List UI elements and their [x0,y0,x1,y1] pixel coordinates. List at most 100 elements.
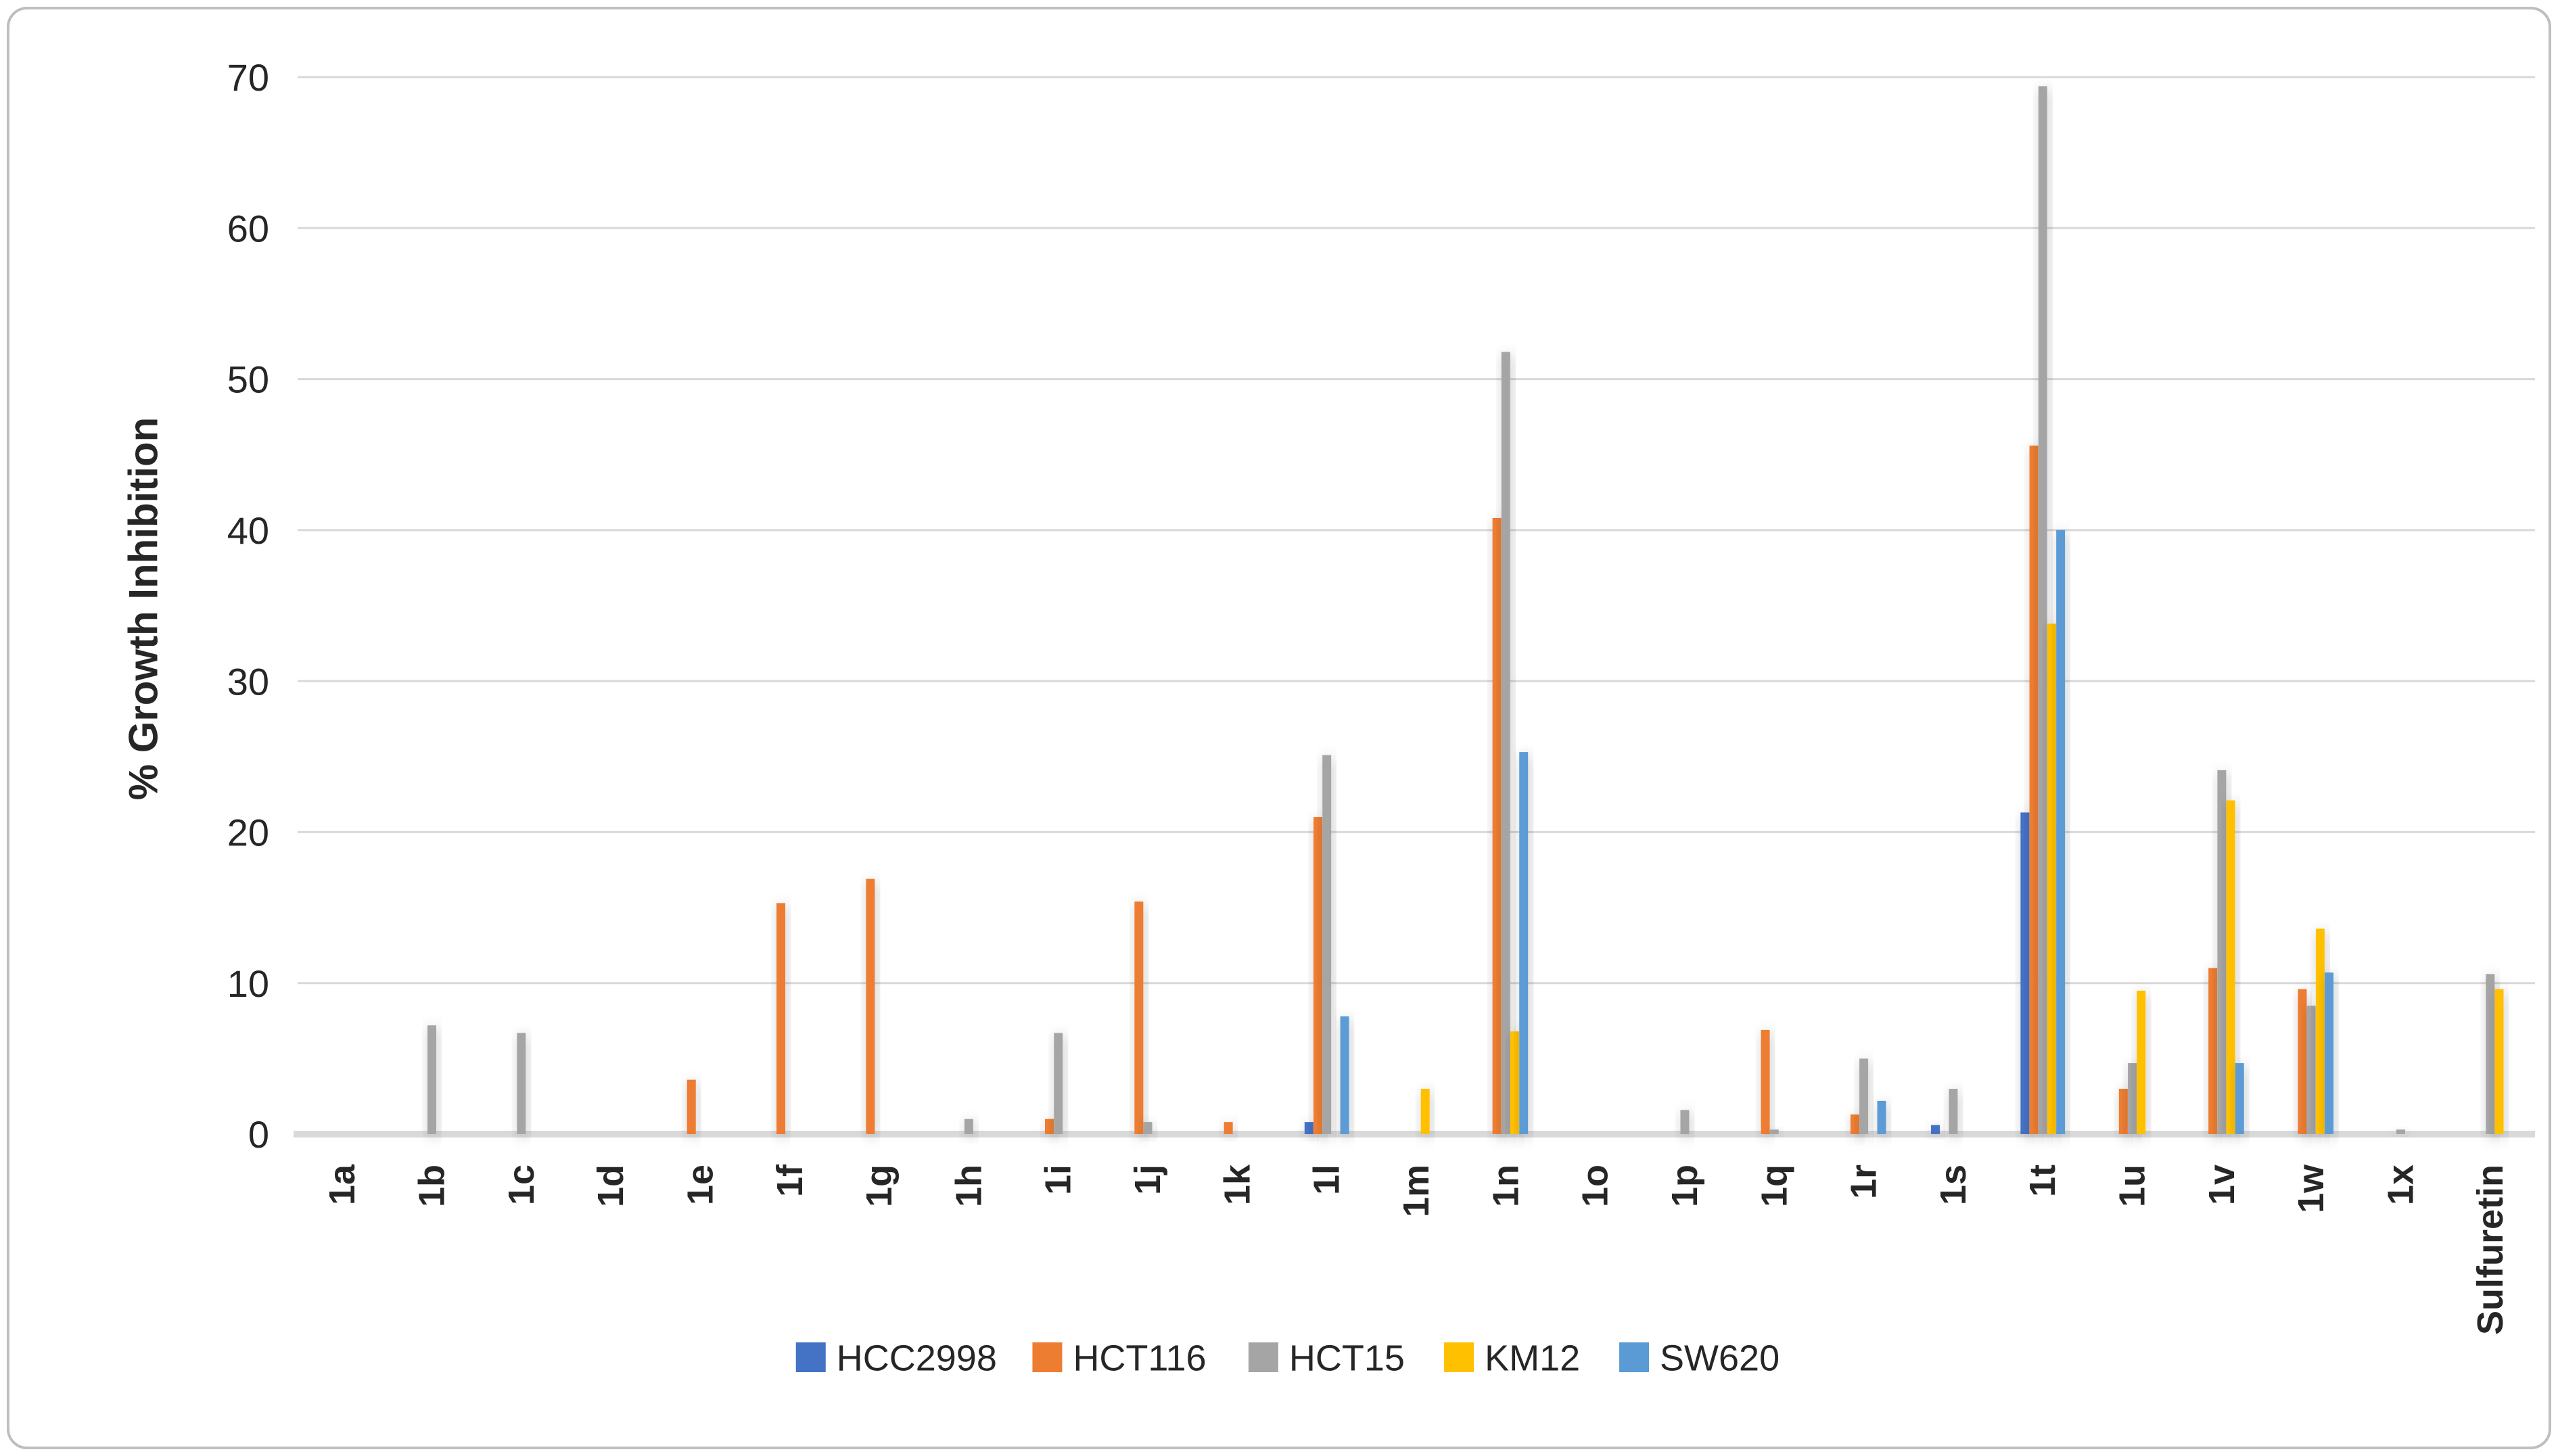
bar-Sulfuretin-KM12 [2494,989,2504,1134]
bar-1t-HCT15 [2038,86,2047,1135]
bar-1n-HCT116 [1492,517,1502,1134]
x-category-label-1a: 1a [322,1164,363,1205]
bar-group-1j [1134,901,1153,1134]
bar-1w-HCT116 [2298,989,2307,1134]
bar-1w-KM12 [2315,929,2325,1134]
bar-Sulfuretin-HCT15 [2486,974,2495,1134]
x-category-label-1b: 1b [411,1165,452,1207]
x-category-label-1c: 1c [501,1165,542,1205]
bar-group-1k [1224,1122,1233,1134]
chart-border [7,7,2551,1449]
bar-group-1b [427,1025,436,1134]
x-category-label-1w: 1w [2291,1164,2331,1213]
bar-1v-HCT116 [2208,968,2218,1134]
x-category-label-1j: 1j [1127,1165,1168,1195]
x-category-label-1u: 1u [2112,1165,2153,1207]
x-category-label-1s: 1s [1933,1165,1974,1205]
bar-group-1n [1492,352,1529,1134]
bar-1n-KM12 [1510,1031,1520,1134]
legend-label-HCT116: HCT116 [1073,1338,1206,1378]
bar-1u-HCT116 [2118,1089,2128,1134]
y-tick-label-70: 70 [227,56,269,99]
legend-swatch-SW620 [1619,1342,1650,1372]
bar-1t-SW620 [2056,530,2066,1134]
bar-1t-HCT116 [2029,445,2039,1134]
bar-group-1f [776,903,786,1134]
bar-1j-HCT15 [1143,1122,1153,1134]
bar-group-1u [2118,990,2146,1134]
bar-group-1q [1761,1029,1779,1134]
bar-1l-HCT116 [1313,817,1322,1134]
bar-group-1l [1304,755,1349,1134]
bar-group-1v [2208,770,2244,1134]
x-category-label-1t: 1t [2022,1165,2063,1197]
bar-1t-HCC2998 [2020,812,2030,1134]
y-tick-label-50: 50 [227,358,269,401]
bar-group-1r [1850,1058,1886,1134]
bar-1j-HCT116 [1134,901,1144,1134]
bar-1n-SW620 [1519,752,1529,1134]
bar-group-1m [1420,1089,1430,1134]
x-category-label-1v: 1v [2202,1165,2242,1205]
bar-1b-HCT15 [427,1025,436,1134]
y-tick-label-60: 60 [227,207,269,250]
bar-1n-HCT15 [1501,352,1510,1134]
legend-label-SW620: SW620 [1660,1338,1780,1378]
bar-group-1c [517,1033,526,1134]
bar-1v-HCT15 [2217,770,2227,1134]
bar-group-Sulfuretin [2486,974,2504,1134]
x-category-label-1i: 1i [1038,1165,1079,1195]
legend-swatch-HCT15 [1248,1342,1278,1372]
legend-label-HCT15: HCT15 [1289,1338,1405,1378]
bar-1q-HCT116 [1761,1029,1770,1134]
y-tick-label-10: 10 [227,962,269,1005]
x-category-label-1l: 1l [1307,1165,1347,1195]
bar-group-1w [2298,929,2334,1134]
legend-swatch-HCT116 [1032,1342,1063,1372]
bar-1r-HCT116 [1850,1114,1859,1134]
y-tick-label-20: 20 [227,812,269,854]
legend: HCC2998 HCT116 HCT15 KM12 SW620 [795,1338,1780,1378]
x-category-label-1f: 1f [770,1164,810,1197]
x-category-label-1n: 1n [1485,1165,1526,1207]
y-tick-label-40: 40 [227,509,269,552]
bar-group-1e [687,1079,696,1134]
bar-1x-HCT15 [2396,1129,2406,1134]
x-category-label-1o: 1o [1575,1165,1616,1207]
x-category-label-1e: 1e [680,1165,720,1205]
x-category-label-1r: 1r [1844,1165,1884,1199]
x-category-label-1d: 1d [590,1165,631,1207]
legend-label-KM12: KM12 [1485,1338,1580,1378]
bar-1t-KM12 [2047,624,2056,1134]
bar-1i-HCT15 [1054,1033,1063,1134]
bar-group-1p [1680,1110,1690,1134]
x-category-label-1q: 1q [1754,1165,1794,1207]
x-category-label-1g: 1g [859,1165,900,1207]
x-category-label-Sulfuretin: Sulfuretin [2470,1165,2511,1335]
bar-1i-HCT116 [1045,1119,1054,1134]
bar-1q-HCT15 [1769,1129,1779,1134]
bar-1f-HCT116 [776,903,786,1134]
bar-1l-SW620 [1340,1016,1349,1134]
bar-group-1t [2020,86,2066,1135]
bar-1h-HCT15 [964,1119,973,1134]
legend-label-HCC2998: HCC2998 [837,1338,997,1378]
x-category-label-1p: 1p [1665,1165,1705,1207]
legend-swatch-KM12 [1444,1342,1474,1372]
bar-1w-SW620 [2325,972,2334,1134]
bar-1m-KM12 [1420,1089,1430,1134]
bar-1r-HCT15 [1859,1058,1869,1134]
bar-1s-HCC2998 [1931,1125,1940,1134]
bar-1k-HCT116 [1224,1122,1233,1134]
bar-group-1x [2396,1129,2406,1134]
bar-group-1i [1045,1033,1063,1134]
y-tick-label-0: 0 [248,1113,269,1156]
bar-group-1h [964,1119,973,1134]
y-axis-title: % Growth Inhibition [121,417,166,801]
bar-1v-KM12 [2226,800,2235,1134]
bar-1l-HCC2998 [1304,1122,1313,1134]
bar-1v-SW620 [2235,1063,2244,1134]
